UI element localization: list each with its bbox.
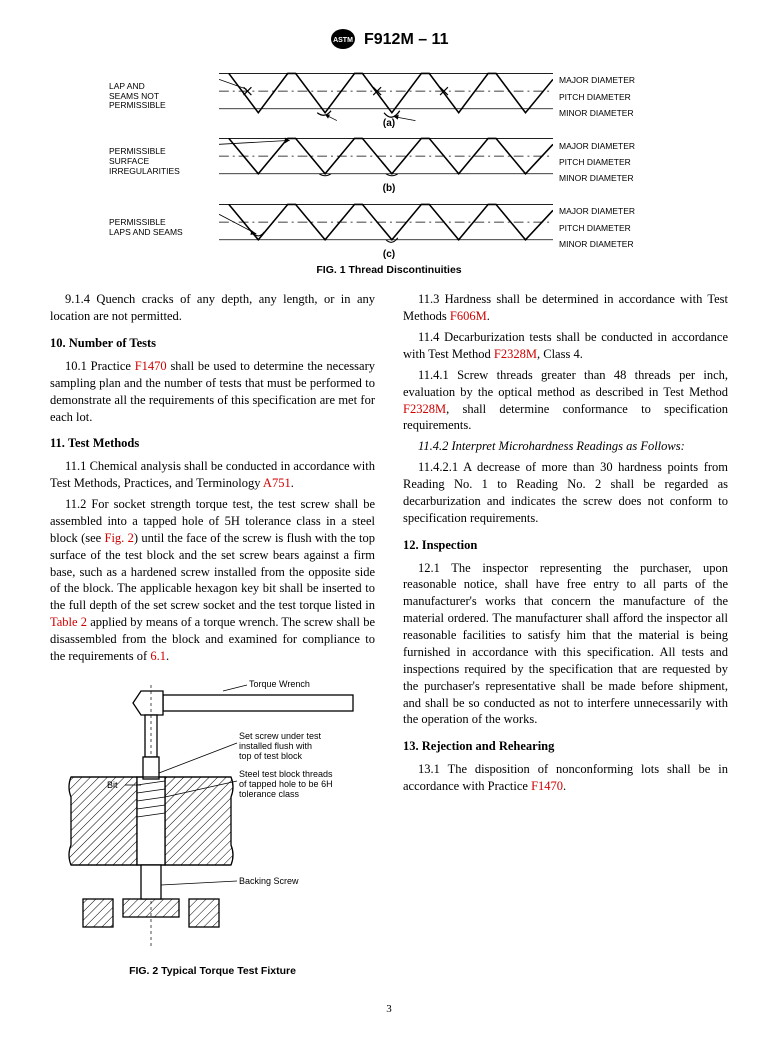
para-12-1: 12.1 The inspector representing the purc…	[403, 560, 728, 729]
ref-6-1: 6.1	[150, 649, 166, 663]
fig1-b-left-label: PERMISSIBLE SURFACE IRREGULARITIES	[109, 147, 219, 176]
ref-f2328m-b: F2328M	[403, 402, 446, 416]
fig1-b-right-labels: MAJOR DIAMETER PITCH DIAMETER MINOR DIAM…	[553, 138, 669, 186]
para-11-4-2-1: 11.4.2.1 A decrease of more than 30 hard…	[403, 459, 728, 527]
fig2-backing-label: Backing Screw	[239, 876, 299, 886]
para-9-1-4: 9.1.4 Quench cracks of any depth, any le…	[50, 291, 375, 325]
svg-text:ASTM: ASTM	[333, 37, 353, 44]
para-11-4-2: 11.4.2 Interpret Microhardness Readings …	[403, 438, 728, 455]
astm-logo: ASTM	[330, 28, 356, 50]
para-13-1: 13.1 The disposition of nonconforming lo…	[403, 761, 728, 795]
para-11-4-1: 11.4.1 Screw threads greater than 48 thr…	[403, 367, 728, 435]
page-number: 3	[50, 1002, 728, 1017]
ref-table2: Table 2	[50, 615, 87, 629]
section-10-head: 10. Number of Tests	[50, 335, 375, 352]
para-11-4: 11.4 Decarburization tests shall be cond…	[403, 329, 728, 363]
fig1-caption: FIG. 1 Thread Discontinuities	[109, 263, 669, 277]
ref-f606m: F606M	[450, 309, 487, 323]
para-10-1: 10.1 Practice F1470 shall be used to det…	[50, 358, 375, 426]
fig2-setscrew-label: Set screw under test installed flush wit…	[239, 731, 324, 761]
figure-1: LAP AND SEAMS NOT PERMISSIBLE MAJ	[109, 65, 669, 278]
fig2-bit-label: Bit	[107, 780, 118, 790]
figure-2: Torque Wrench Set screw under test insta…	[50, 677, 375, 978]
section-12-head: 12. Inspection	[403, 537, 728, 554]
fig2-caption: FIG. 2 Typical Torque Test Fixture	[50, 964, 375, 978]
ref-f2328m-a: F2328M	[494, 347, 537, 361]
designation-text: F912M – 11	[364, 31, 449, 48]
fig2-svg: Torque Wrench Set screw under test insta…	[63, 677, 363, 957]
fig2-steelblock-label: Steel test block threads of tapped hole …	[239, 769, 335, 799]
fig1-a-right-labels: MAJOR DIAMETER PITCH DIAMETER MINOR DIAM…	[553, 72, 669, 120]
fig1-a-left-label: LAP AND SEAMS NOT PERMISSIBLE	[109, 82, 219, 111]
fig2-torque-wrench-label: Torque Wrench	[249, 679, 310, 689]
ref-a751: A751	[263, 476, 291, 490]
para-11-3: 11.3 Hardness shall be determined in acc…	[403, 291, 728, 325]
section-11-head: 11. Test Methods	[50, 435, 375, 452]
fig1-c-left-label: PERMISSIBLE LAPS AND SEAMS	[109, 218, 219, 238]
para-11-1: 11.1 Chemical analysis shall be conducte…	[50, 458, 375, 492]
page-header: ASTM F912M – 11	[50, 28, 728, 51]
ref-fig2: Fig. 2	[105, 531, 134, 545]
fig1-c-right-labels: MAJOR DIAMETER PITCH DIAMETER MINOR DIAM…	[553, 203, 669, 251]
body-columns: 9.1.4 Quench cracks of any depth, any le…	[50, 291, 728, 978]
ref-f1470: F1470	[135, 359, 167, 373]
para-11-2-start: 11.2 For socket strength torque test, th…	[50, 496, 375, 665]
ref-f1470-b: F1470	[531, 779, 563, 793]
section-13-head: 13. Rejection and Rehearing	[403, 738, 728, 755]
